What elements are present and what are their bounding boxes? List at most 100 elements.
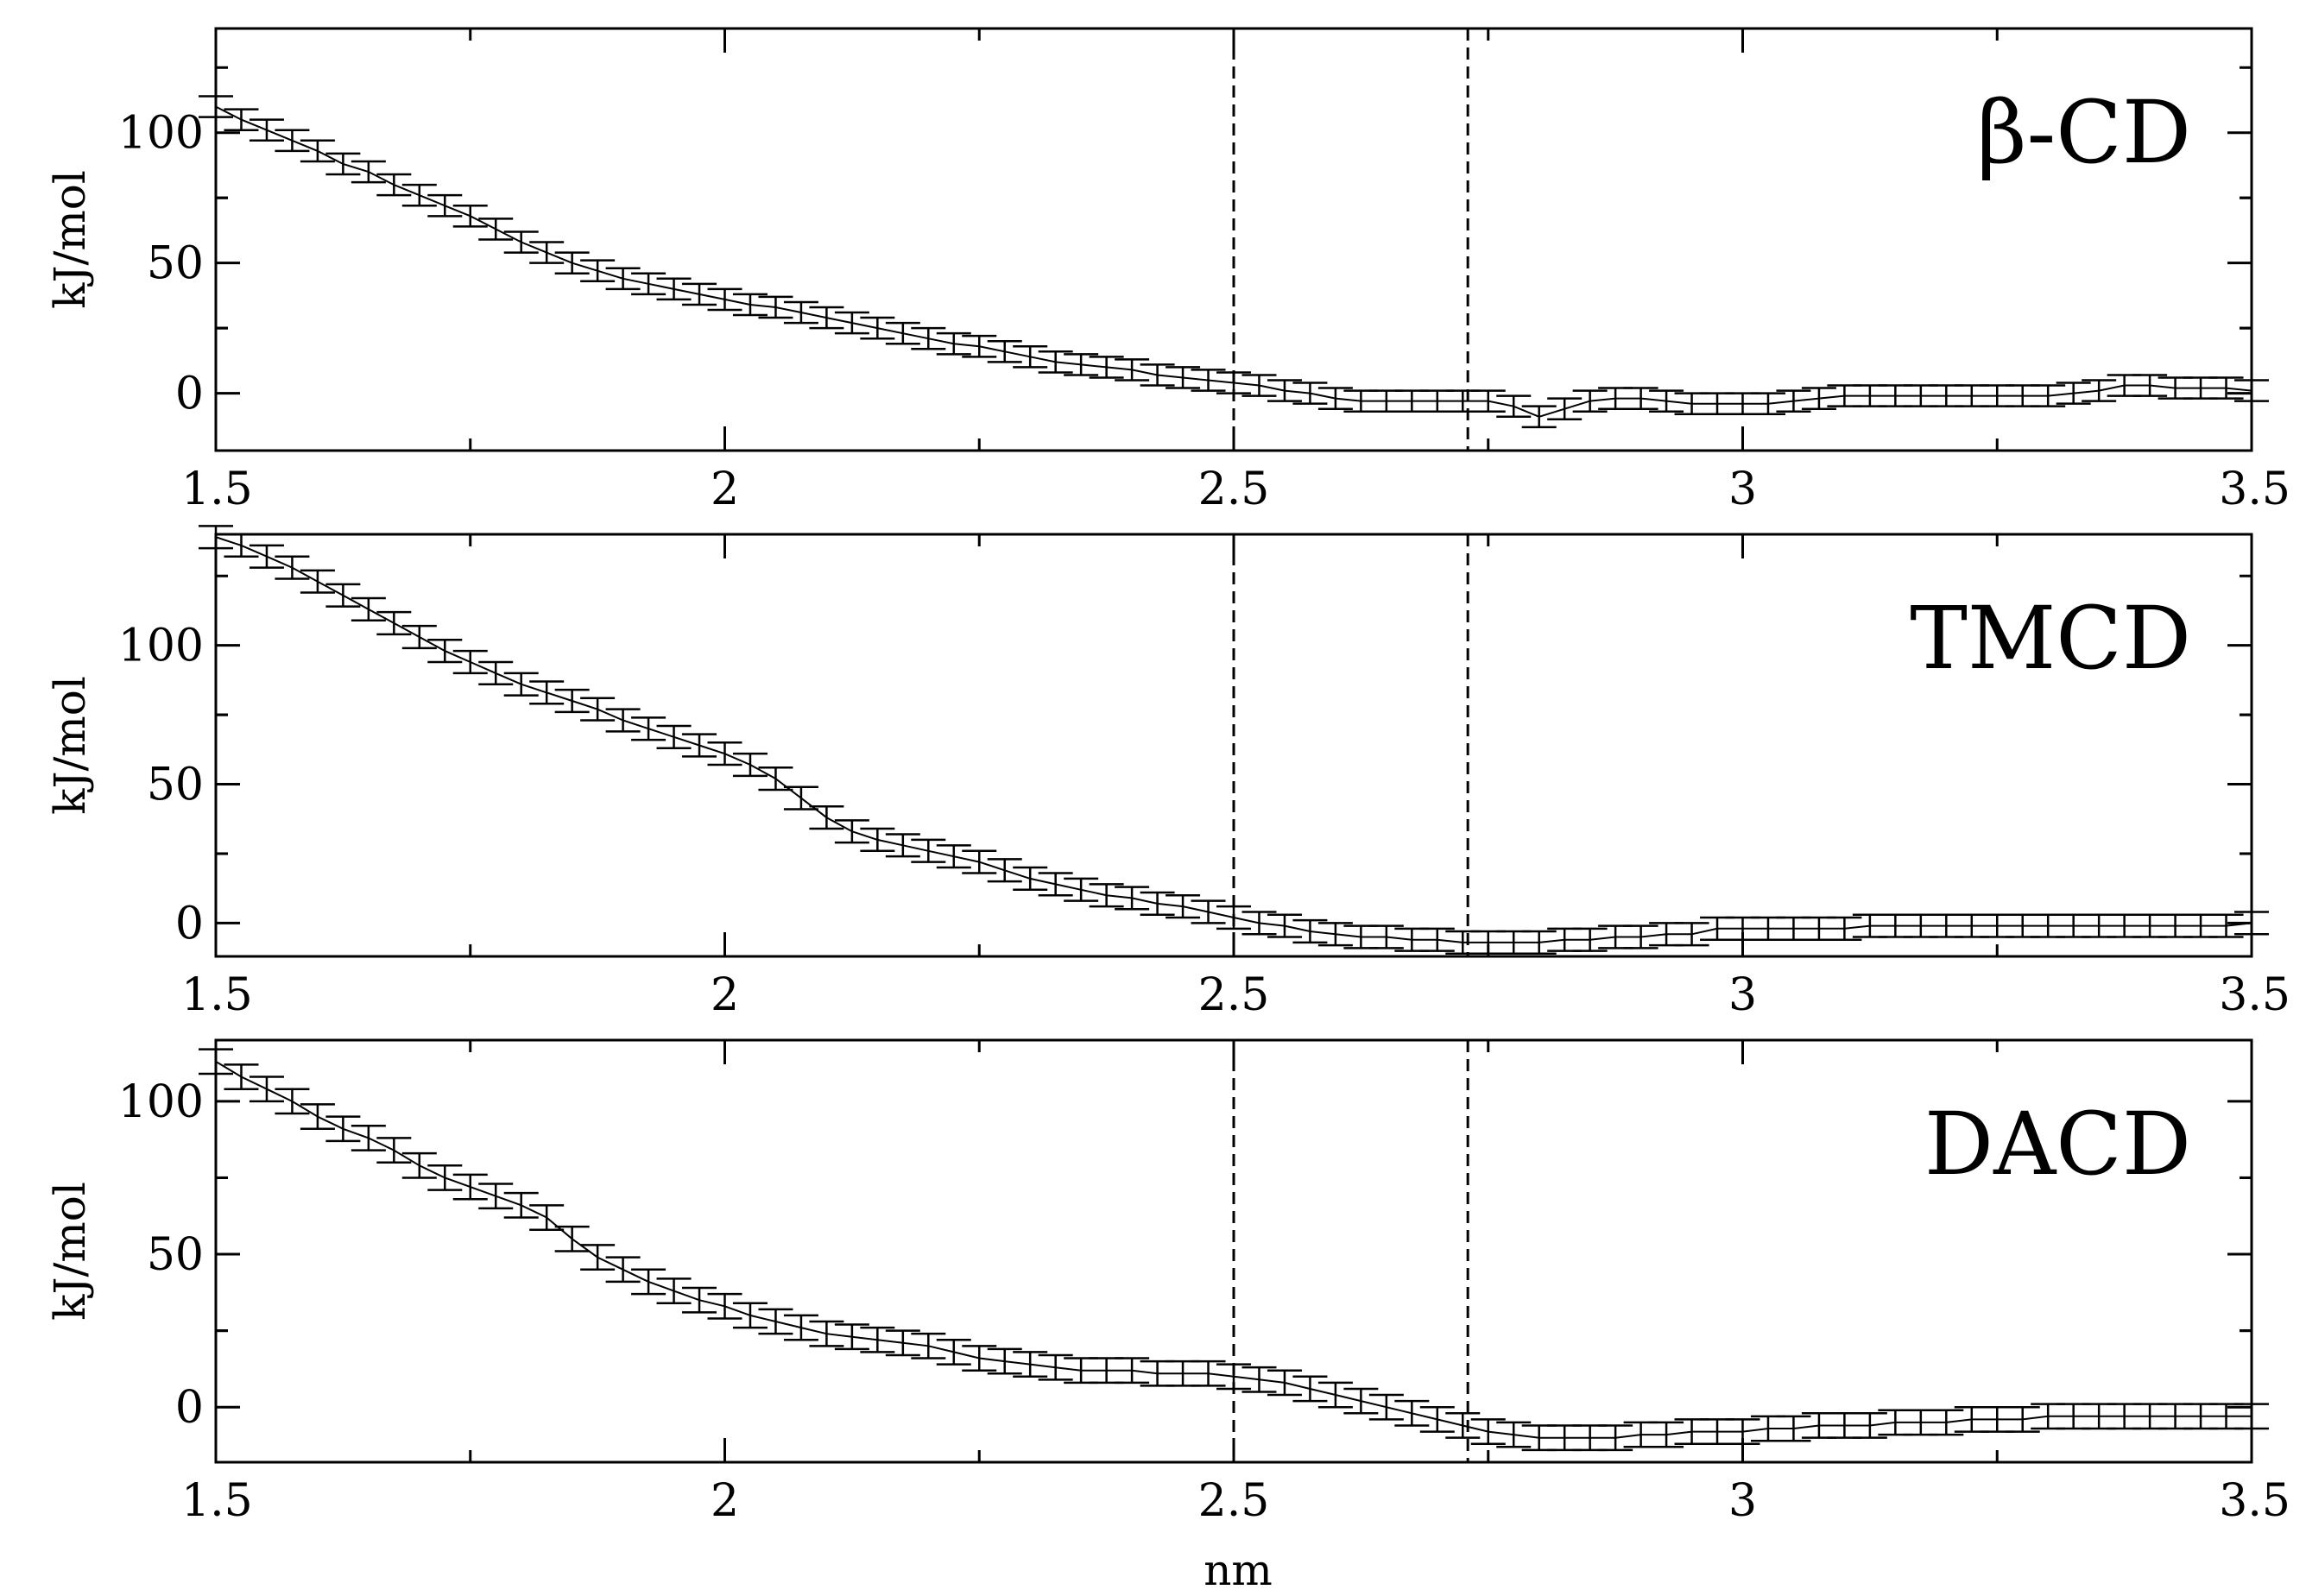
panels: 1.5 2 2.5 3 3.5 0 50 100 kJ/mol β-CD 1.5 2 2.5 3 3.5 0 5…	[45, 27, 2290, 1527]
data-point-errorbar	[1317, 1381, 1353, 1409]
data-point-errorbar	[682, 282, 717, 306]
data-point-errorbar	[2208, 913, 2244, 938]
data-point-errorbar	[1725, 1418, 1760, 1445]
y-tick-label: 0	[175, 1382, 204, 1434]
chart-panel-1: 1.5 2 2.5 3 3.5 0 50 100 kJ/mol β-CD	[45, 27, 2290, 515]
data-point-errorbar	[656, 724, 692, 749]
data-point-errorbar	[351, 596, 386, 621]
data-point-errorbar	[911, 838, 946, 863]
data-point-errorbar	[1547, 397, 1583, 421]
panel-title: TMCD	[1910, 588, 2191, 689]
data-point-errorbar	[1241, 374, 1277, 397]
data-point-errorbar	[1776, 1415, 1811, 1442]
data-point-errorbar	[1649, 1421, 1684, 1448]
data-point-errorbar	[529, 241, 565, 264]
data-point-errorbar	[1470, 389, 1506, 413]
data-point-errorbar	[452, 1173, 488, 1201]
data-point-errorbar	[1166, 366, 1201, 389]
data-point-errorbar	[1191, 369, 1226, 392]
data-point-errorbar	[860, 827, 895, 852]
data-point-errorbar	[199, 525, 233, 550]
data-point-errorbar	[1419, 927, 1455, 952]
data-point-errorbar	[1292, 1375, 1328, 1403]
data-point-errorbar	[2234, 1403, 2269, 1430]
data-point-errorbar	[478, 1183, 514, 1210]
data-point-errorbar	[1343, 1387, 1379, 1415]
data-point-errorbar	[1064, 353, 1099, 376]
data-point-errorbar	[1598, 1424, 1633, 1452]
data-point-errorbar	[1038, 350, 1073, 374]
data-point-errorbar	[1292, 382, 1328, 405]
data-point-errorbar	[732, 752, 768, 778]
data-point-errorbar	[605, 1256, 641, 1284]
x-tick-label: 3	[1728, 1475, 1757, 1527]
y-tick-label: 100	[118, 108, 204, 160]
data-point-errorbar	[987, 858, 1022, 883]
y-axis-label: kJ/mol	[45, 1182, 95, 1321]
data-point-errorbar	[1827, 916, 1862, 941]
data-point-errorbar	[1140, 363, 1175, 387]
data-point-errorbar	[2234, 911, 2269, 936]
data-point-errorbar	[962, 1345, 997, 1372]
data-point-errorbar	[809, 805, 844, 830]
data-point-errorbar	[605, 708, 641, 733]
data-point-errorbar	[224, 533, 259, 558]
data-point-errorbar	[351, 160, 386, 184]
data-point-errorbar	[249, 118, 284, 142]
data-point-errorbar	[2132, 374, 2168, 397]
x-tick-label: 1.5	[181, 1475, 253, 1527]
data-point-errorbar	[860, 316, 895, 340]
data-point-errorbar	[1521, 405, 1557, 429]
data-point-errorbar	[1572, 389, 1608, 413]
data-point-errorbar	[325, 583, 361, 608]
data-point-errorbar	[1496, 1421, 1532, 1448]
data-point-errorbar	[427, 193, 463, 218]
x-tick-label: 2.5	[1198, 1475, 1270, 1527]
data-point-errorbar	[809, 1320, 844, 1347]
data-point-errorbar	[1368, 1393, 1404, 1421]
x-axis-label: nm	[1204, 1545, 1273, 1595]
x-tick-label: 2.5	[1198, 969, 1270, 1021]
data-point-errorbar	[199, 1048, 233, 1076]
data-point-errorbar	[325, 1115, 361, 1143]
data-point-errorbar	[631, 1268, 667, 1296]
chart-panel-2: 1.5 2 2.5 3 3.5 0 50 100 kJ/mol TMCD	[45, 525, 2290, 1021]
panel-title: β-CD	[1977, 82, 2191, 183]
data-point-errorbar	[885, 1329, 920, 1357]
data-point-errorbar	[1419, 1405, 1455, 1433]
data-point-errorbar	[1140, 891, 1175, 916]
data-point-errorbar	[1929, 1409, 1964, 1436]
y-axis-label: kJ/mol	[45, 170, 95, 309]
data-point-errorbar	[1572, 927, 1608, 952]
data-point-errorbar	[1801, 387, 1836, 410]
x-tick-label: 2.5	[1198, 464, 1270, 515]
data-point-errorbar	[1317, 387, 1353, 410]
x-tick-label: 2	[711, 1475, 739, 1527]
data-point-errorbar	[987, 339, 1022, 363]
data-point-errorbar	[631, 272, 667, 296]
data-point-errorbar	[1445, 1412, 1481, 1439]
data-point-errorbar	[783, 1314, 818, 1341]
data-point-errorbar	[199, 95, 233, 118]
y-tick-label: 100	[118, 1076, 204, 1128]
data-point-errorbar	[1115, 1357, 1150, 1385]
panel-title: DACD	[1924, 1094, 2191, 1195]
x-tick-label: 2	[711, 464, 739, 515]
data-point-errorbar	[300, 139, 335, 163]
chart-panel-3: 1.5 2 2.5 3 3.5 0 50 100 kJ/mol DACD	[45, 1038, 2290, 1527]
data-point-errorbar	[605, 267, 641, 291]
data-point-errorbar	[1115, 358, 1150, 382]
y-tick-label: 50	[147, 760, 204, 811]
x-tick-label: 3.5	[2219, 969, 2290, 1021]
data-point-errorbar	[809, 306, 844, 330]
data-point-errorbar	[503, 1191, 539, 1219]
y-tick-label: 0	[175, 898, 204, 949]
data-point-errorbar	[580, 259, 616, 283]
data-point-errorbar	[275, 555, 310, 580]
data-point-errorbar	[529, 1204, 565, 1231]
data-point-errorbar	[300, 1103, 335, 1131]
data-point-errorbar	[529, 680, 565, 705]
data-point-errorbar	[987, 1347, 1022, 1375]
data-point-errorbar	[275, 1088, 310, 1115]
x-tick-label: 3.5	[2219, 464, 2290, 515]
